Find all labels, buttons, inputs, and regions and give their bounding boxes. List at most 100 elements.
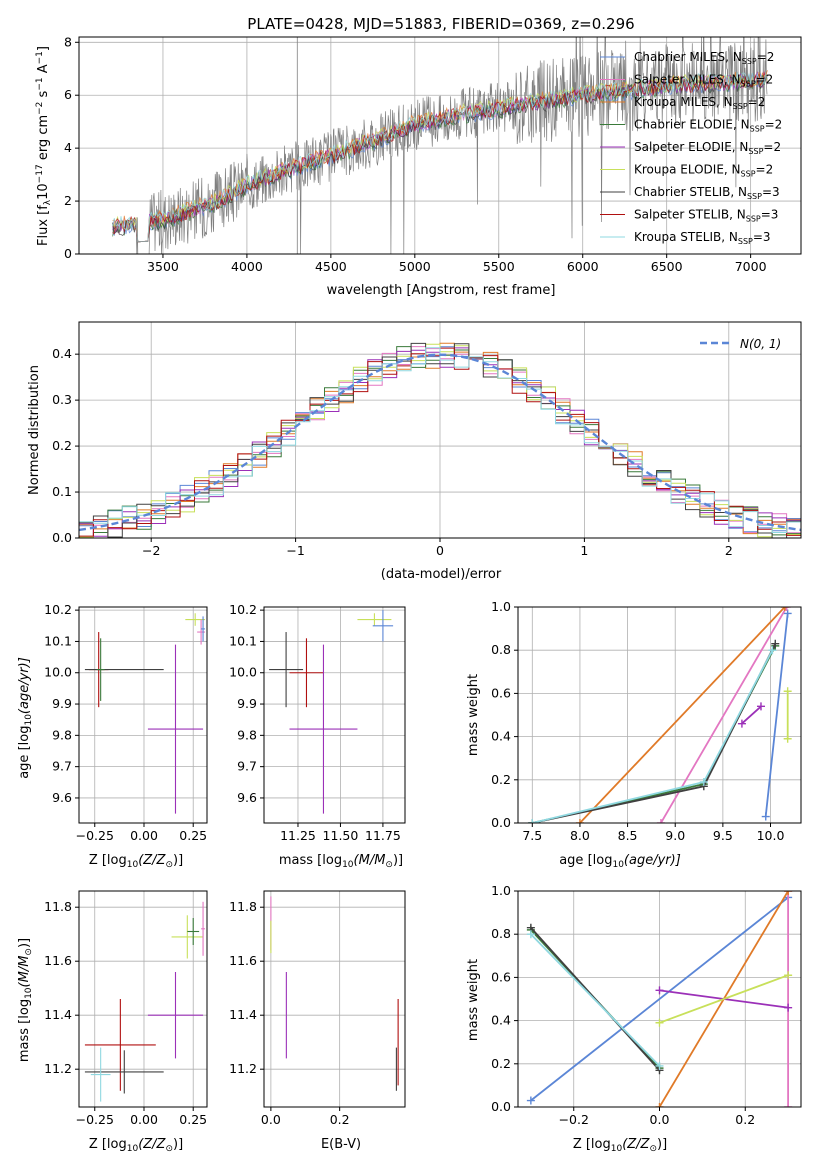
weight-line bbox=[741, 705, 762, 725]
legend-label-text: Kroupa STELIB, N bbox=[634, 230, 738, 244]
x-tick-label: 5000 bbox=[399, 259, 431, 274]
x-tick-label: 4500 bbox=[315, 259, 347, 274]
residual-axes: −2 −1 0 1 2 0.0 0.1 0.2 0.3 0.4 bbox=[52, 321, 802, 558]
legend-label-sub: SSP bbox=[747, 192, 762, 201]
weight-marker bbox=[526, 1096, 535, 1105]
y-tick-label: 10.0 bbox=[44, 665, 72, 680]
y-tick-label: 0.8 bbox=[491, 642, 511, 657]
weightAge-axes-marks bbox=[528, 607, 792, 823]
y-tick-label: 11.8 bbox=[229, 899, 257, 914]
y-tick-label: 9.9 bbox=[52, 696, 72, 711]
massZ-axes-marks bbox=[84, 901, 206, 1102]
massZ-axes-frame bbox=[78, 890, 208, 1108]
x-tick-label: 0.2 bbox=[735, 1112, 755, 1127]
y-tick-label: 10.0 bbox=[229, 665, 257, 680]
y-tick-label: 11.6 bbox=[229, 953, 257, 968]
legend-label-sub: SSP bbox=[750, 125, 765, 134]
normal-legend-label: N(0, 1) bbox=[740, 337, 781, 351]
x-tick-label: 7.5 bbox=[522, 828, 542, 843]
y-tick-label: 11.2 bbox=[44, 1061, 72, 1076]
x-tick-label: 6000 bbox=[567, 259, 599, 274]
weightAge-axes-frame bbox=[517, 606, 802, 824]
y-tick-label: 2 bbox=[64, 193, 72, 208]
x-tick-label: −2 bbox=[142, 543, 160, 558]
legend-label-text: Salpeter MILES, N bbox=[634, 73, 741, 87]
x-tick-label: 1 bbox=[580, 543, 588, 558]
y-tick-label: 1.0 bbox=[491, 883, 511, 898]
residual-panel: −2 −1 0 1 2 0.0 0.1 0.2 0.3 0.4 (data-model)/erro… bbox=[27, 321, 802, 582]
weight-marker bbox=[737, 719, 746, 728]
legend-label-sub: SSP bbox=[738, 237, 753, 246]
weight-marker bbox=[771, 639, 780, 648]
legend-label-text: Chabrier MILES, N bbox=[634, 50, 742, 64]
y-tick-label: 10.1 bbox=[229, 633, 257, 648]
y-tick-label: 10.2 bbox=[229, 602, 257, 617]
y-tick-label: 0.0 bbox=[491, 815, 511, 830]
legend-label-text: Chabrier ELODIE, N bbox=[634, 118, 750, 132]
model-spectrum bbox=[112, 75, 768, 243]
legend-label-tail: =2 bbox=[756, 73, 774, 87]
spectrum-axes-marks bbox=[112, 37, 768, 254]
weight-marker bbox=[655, 1103, 664, 1107]
ageZ-axes-frame bbox=[78, 606, 208, 824]
x-tick-label: −0.2 bbox=[559, 1112, 589, 1127]
weight-marker bbox=[784, 1103, 793, 1107]
weight-marker bbox=[783, 609, 792, 618]
ageMass-xlabel: mass [log10(M/M⊙)] bbox=[279, 853, 403, 870]
y-tick-label: 0 bbox=[64, 246, 72, 261]
x-tick-label: 11.75 bbox=[365, 828, 401, 843]
x-tick-label: 0.25 bbox=[179, 1112, 207, 1127]
model-spectrum bbox=[112, 70, 768, 243]
y-tick-label: 0.0 bbox=[52, 530, 72, 545]
x-tick-label: −0.25 bbox=[76, 828, 114, 843]
y-tick-label: 8 bbox=[64, 34, 72, 49]
x-tick-label: 5500 bbox=[483, 259, 515, 274]
y-tick-label: 0.2 bbox=[491, 772, 511, 787]
ageMass-axes-frame bbox=[263, 606, 406, 824]
spectrum-panel: PLATE=0428, MJD=51883, FIBERID=0369, z=0… bbox=[35, 15, 802, 298]
spectrum-title: PLATE=0428, MJD=51883, FIBERID=0369, z=0… bbox=[247, 15, 634, 33]
y-tick-label: 9.9 bbox=[237, 696, 257, 711]
y-tick-label: 9.7 bbox=[52, 759, 72, 774]
weight-marker bbox=[780, 607, 789, 611]
x-tick-label: 8.5 bbox=[618, 828, 638, 843]
legend-label-text: Salpeter STELIB, N bbox=[634, 208, 746, 222]
x-tick-label: 0 bbox=[436, 543, 444, 558]
massZ-xlabel: Z [log10(Z/Z⊙)] bbox=[89, 1137, 183, 1154]
x-tick-label: 8.0 bbox=[570, 828, 590, 843]
model-spectrum bbox=[112, 72, 768, 243]
legend-label-sub: SSP bbox=[748, 147, 763, 156]
x-tick-label: 0.0 bbox=[261, 1112, 281, 1127]
normal-curve bbox=[79, 353, 801, 532]
y-tick-label: 0.4 bbox=[491, 729, 511, 744]
legend-label-sub: SSP bbox=[742, 57, 757, 66]
model-spectrum bbox=[112, 74, 768, 243]
legend-label-text: Kroupa MILES, N bbox=[634, 95, 733, 109]
y-tick-label: 11.6 bbox=[44, 953, 72, 968]
weight-marker bbox=[655, 1018, 664, 1027]
residual-histogram bbox=[79, 342, 801, 538]
y-tick-label: 0.3 bbox=[52, 392, 72, 407]
weight-marker bbox=[575, 819, 584, 823]
legend-label-tail: =3 bbox=[753, 230, 771, 244]
weight-marker bbox=[783, 734, 792, 743]
legend-label-tail: =3 bbox=[761, 208, 779, 222]
x-tick-label: 0.0 bbox=[650, 1112, 670, 1127]
x-tick-label: 9.0 bbox=[665, 828, 685, 843]
y-tick-label: 9.8 bbox=[237, 727, 257, 742]
ageMass-axes-marks bbox=[269, 610, 394, 814]
y-tick-label: 0.1 bbox=[52, 484, 72, 499]
x-tick-label: 0.2 bbox=[330, 1112, 350, 1127]
weight-marker bbox=[528, 819, 537, 823]
spectrum-ylabel: Flux [fλ10−17 erg cm−2 s−1 A−1] bbox=[35, 46, 53, 246]
y-tick-label: 0.4 bbox=[491, 1013, 511, 1028]
weightZ-axes: −0.2 0.0 0.2 0.0 0.2 0.4 0.6 0.8 1.0 bbox=[491, 883, 802, 1127]
weightZ-axes-marks bbox=[526, 891, 793, 1107]
ageZ-axes: −0.25 0.00 0.25 9.6 9.7 9.8 9.9 10.0 10.1 10.2 bbox=[44, 602, 208, 843]
x-tick-label: 9.5 bbox=[713, 828, 733, 843]
y-tick-label: 10.2 bbox=[44, 602, 72, 617]
weightAge-axes: 7.5 8.0 8.5 9.0 9.5 10.0 0.0 0.2 0.4 0.6 0.8 1.0 bbox=[491, 599, 802, 843]
y-tick-label: 0.0 bbox=[491, 1099, 511, 1114]
